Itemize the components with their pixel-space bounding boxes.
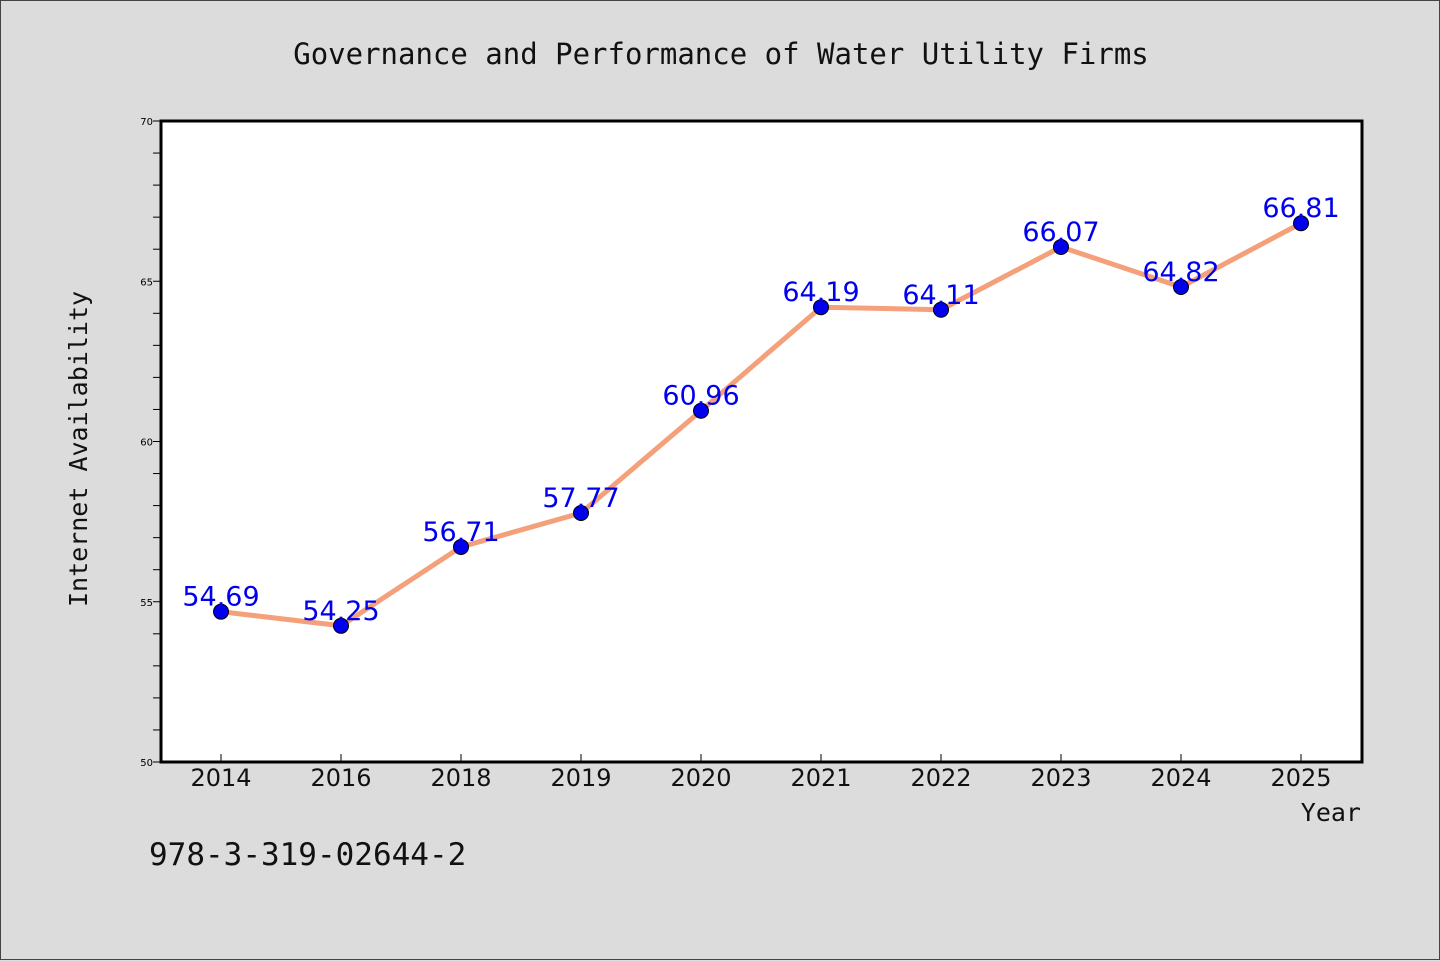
y-tick-label: 55 (140, 598, 153, 609)
x-axis-label: Year (1301, 798, 1361, 827)
x-tick-label: 2018 (430, 764, 491, 792)
x-tick-label: 2014 (190, 764, 251, 792)
x-tick-label: 2024 (1150, 764, 1211, 792)
data-point (213, 603, 229, 620)
x-tick-label: 2022 (910, 764, 971, 792)
x-tick-label: 2019 (550, 764, 611, 792)
y-tick-label: 60 (140, 438, 153, 449)
data-label: 57.77 (542, 483, 619, 514)
x-tick-label: 2021 (790, 764, 851, 792)
data-point (1173, 279, 1189, 296)
series-line (218, 220, 1304, 629)
data-point (933, 301, 949, 318)
data-point (1293, 215, 1309, 232)
x-axis: 2014 2016 2018 2019 2020 2021 2022 2023 2024 2025 (190, 754, 1332, 792)
x-tick-label: 2023 (1030, 764, 1091, 792)
data-point (573, 504, 589, 521)
data-point (453, 538, 469, 555)
y-tick-label: 65 (140, 277, 153, 288)
data-point (333, 617, 349, 634)
data-label: 64.11 (902, 280, 979, 311)
x-tick-label: 2025 (1270, 764, 1331, 792)
data-label: 64.82 (1142, 257, 1219, 288)
y-axis: 50 55 60 65 70 (140, 117, 161, 769)
data-label: 64.19 (782, 277, 859, 308)
plot-area (159, 119, 1364, 764)
data-markers (213, 215, 1309, 634)
data-label: 60.96 (662, 381, 739, 412)
x-tick-label: 2020 (670, 764, 731, 792)
y-axis-label: Internet Availability (64, 291, 93, 607)
data-label: 56.71 (422, 517, 499, 548)
data-point (693, 402, 709, 419)
data-label: 54.25 (302, 596, 379, 627)
data-point (813, 299, 829, 316)
y-tick-label: 70 (140, 117, 153, 128)
data-point (1053, 238, 1069, 255)
chart-title: Governance and Performance of Water Util… (293, 37, 1149, 71)
isbn-annotation: 978-3-319-02644-2 (149, 837, 466, 873)
data-label: 54.69 (182, 582, 259, 613)
data-label: 66.81 (1262, 193, 1339, 224)
y-tick-label: 50 (140, 758, 153, 769)
data-labels: 54.69 54.25 56.71 57.77 60.96 64.19 64.11 66.07… (182, 193, 1339, 627)
x-tick-label: 2016 (310, 764, 371, 792)
data-label: 66.07 (1022, 217, 1099, 248)
